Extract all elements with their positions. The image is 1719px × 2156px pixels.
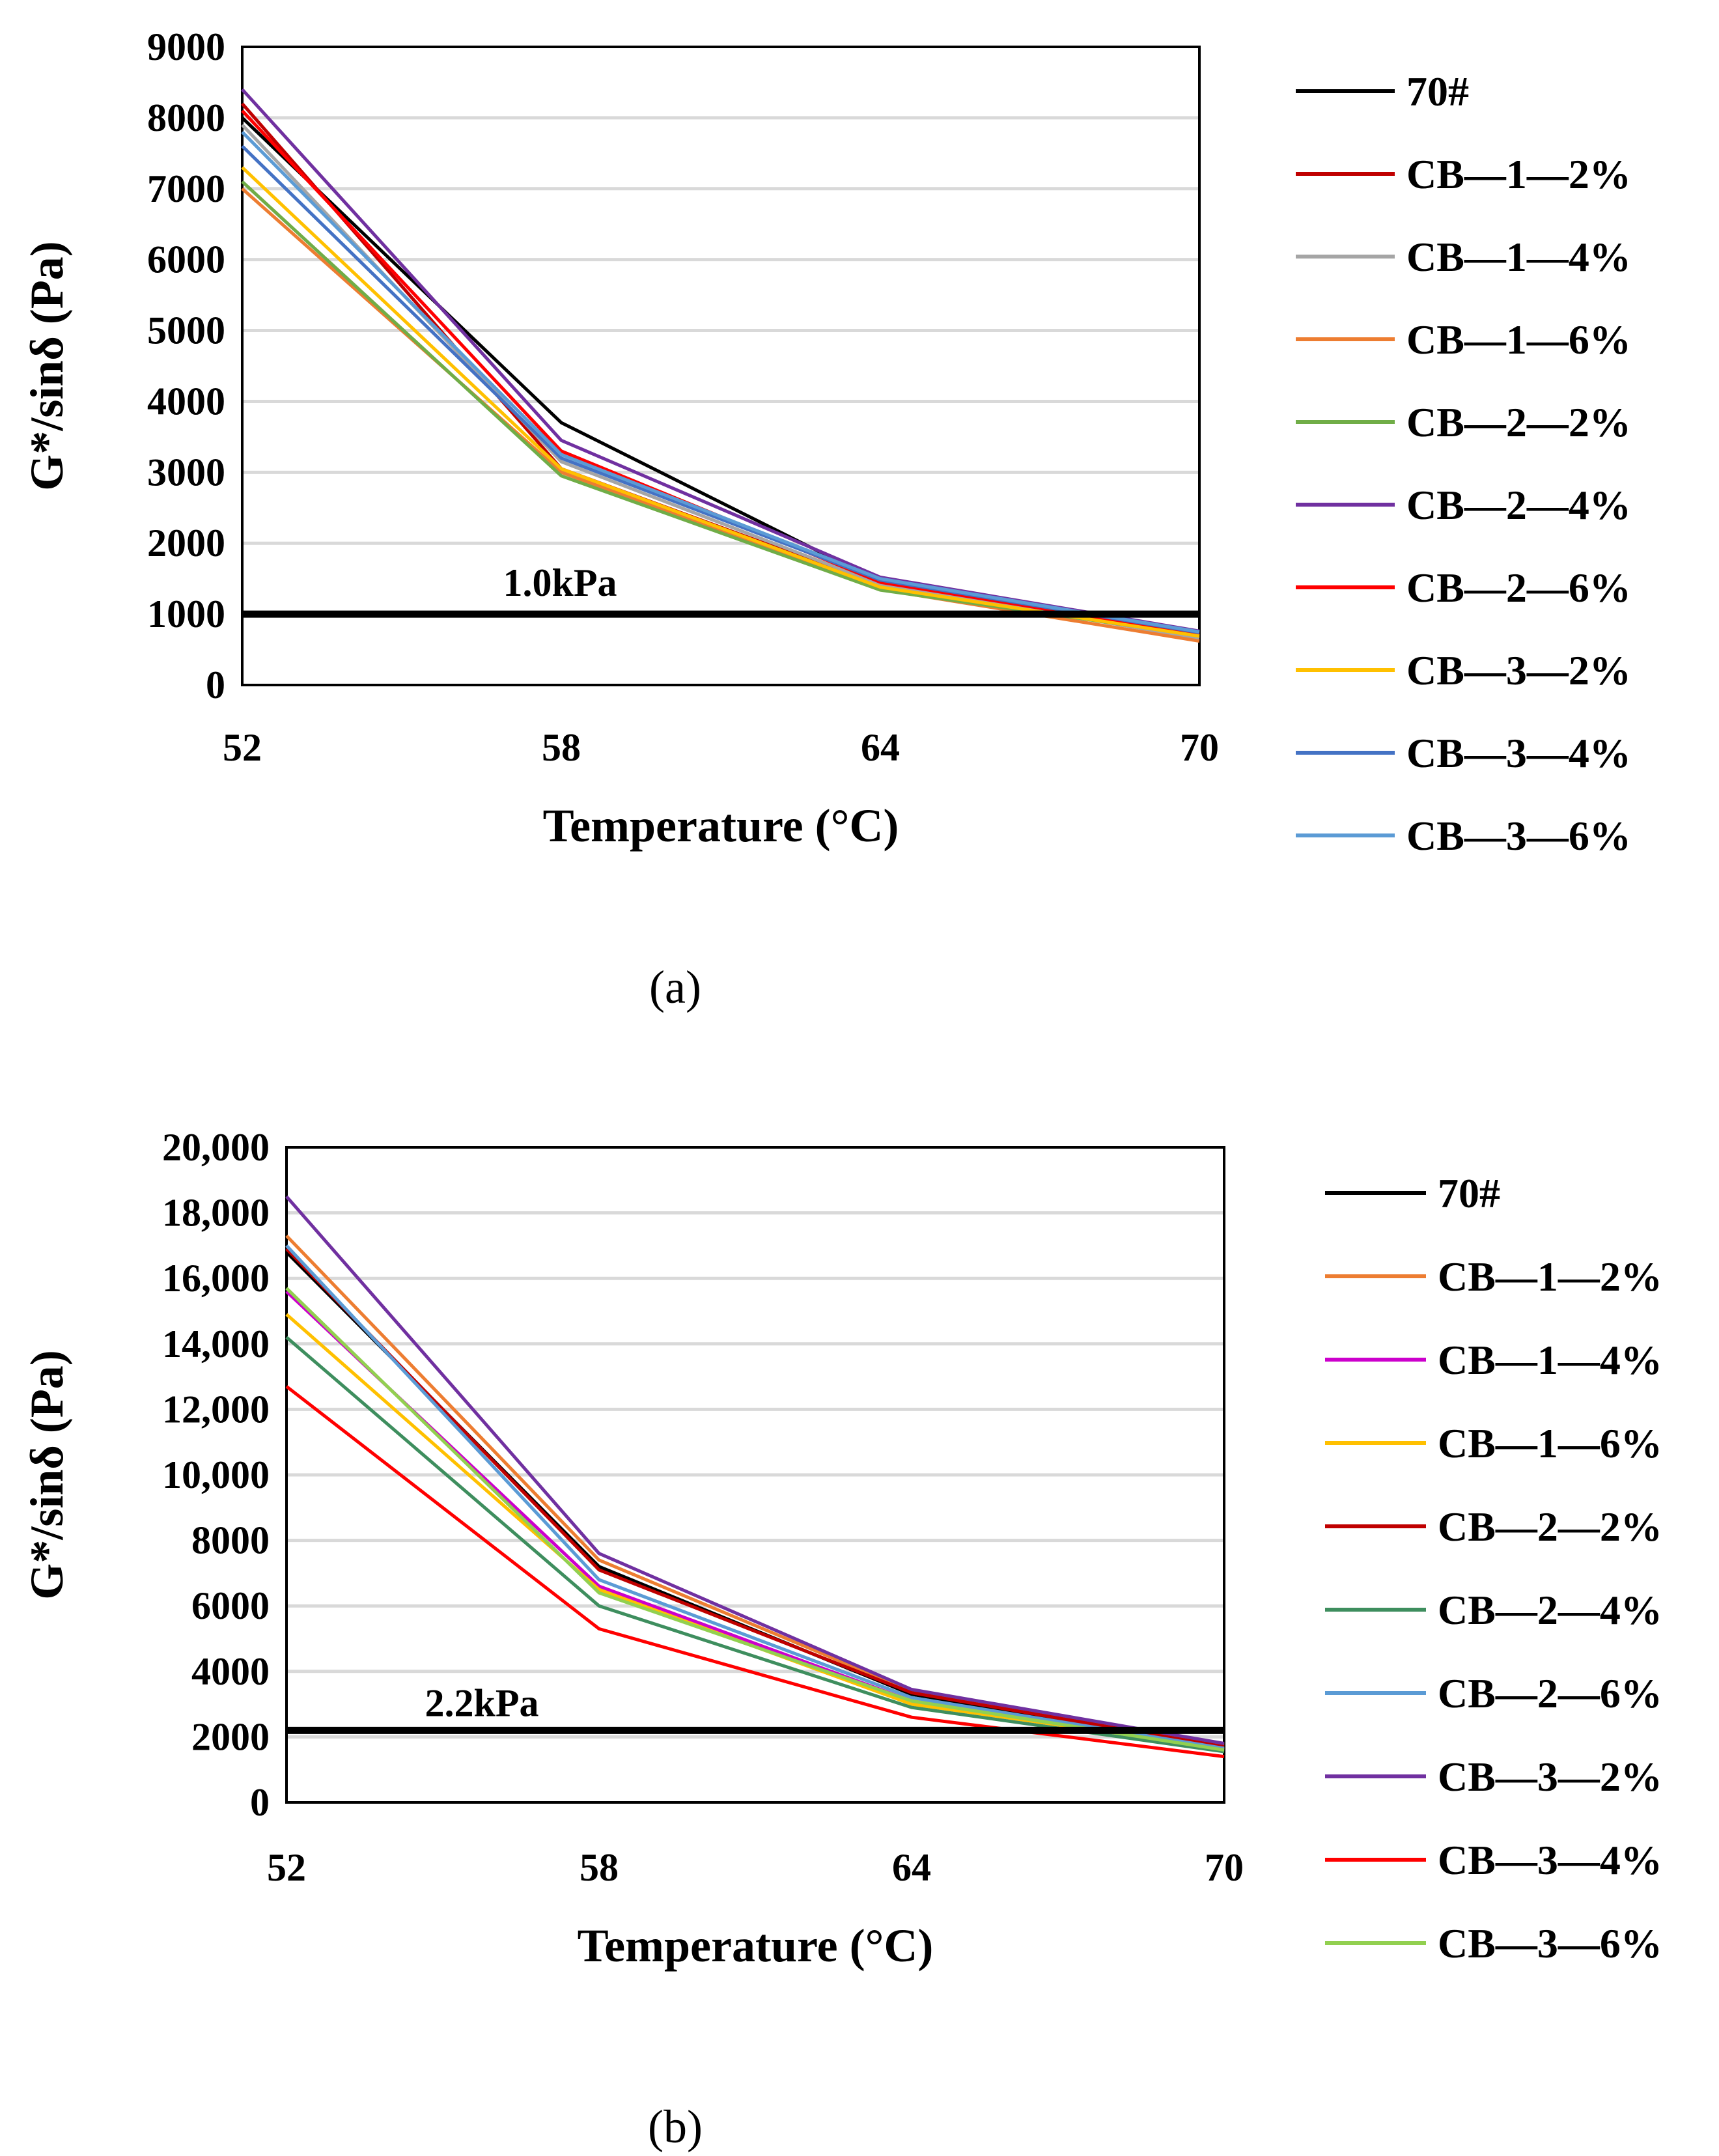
legend-label: CB—2—6% bbox=[1438, 1670, 1662, 1716]
y-tick-label: 12,000 bbox=[162, 1388, 270, 1431]
chart-a: 0 1000 2000 3000 4000 5000 6000 7000 8000 9000 52 5… bbox=[21, 25, 1631, 1013]
legend-label: CB—2—2% bbox=[1438, 1504, 1662, 1550]
y-tick-label: 2000 bbox=[191, 1715, 270, 1758]
y-tick-label: 4000 bbox=[191, 1650, 270, 1693]
legend-label: CB—1—4% bbox=[1406, 234, 1631, 280]
legend-label: CB—3—4% bbox=[1406, 730, 1631, 776]
series-line-4 bbox=[285, 1248, 1225, 1748]
series-line-8 bbox=[241, 145, 1200, 634]
series-line-5 bbox=[241, 88, 1200, 633]
legend-label: CB—1—4% bbox=[1438, 1337, 1662, 1383]
series-line-1 bbox=[285, 1235, 1225, 1747]
reference-label: 1.0kPa bbox=[503, 561, 617, 604]
x-tick-label: 58 bbox=[580, 1846, 619, 1889]
y-tick-label: 8000 bbox=[191, 1519, 270, 1562]
figure-caption: (b) bbox=[648, 2101, 703, 2153]
x-tick-label: 64 bbox=[892, 1846, 931, 1889]
y-axis-title: G*/sinδ (Pa) bbox=[21, 241, 73, 490]
chart-b: 0 2000 4000 6000 8000 10,000 12,000 14,000 16,00… bbox=[21, 1126, 1662, 2153]
y-tick-label: 2000 bbox=[147, 522, 225, 565]
y-tick-label: 0 bbox=[206, 664, 225, 707]
legend-label: CB—3—2% bbox=[1406, 647, 1631, 693]
series-line-1 bbox=[241, 102, 1200, 639]
legend-label: CB—1—2% bbox=[1438, 1253, 1662, 1300]
legend-label: CB—2—4% bbox=[1438, 1587, 1662, 1633]
y-tick-label: 1000 bbox=[147, 593, 225, 636]
legend-label: CB—3—6% bbox=[1406, 813, 1631, 859]
y-tick-label: 0 bbox=[250, 1781, 270, 1824]
series-line-8 bbox=[285, 1385, 1225, 1759]
legend-label: CB—2—2% bbox=[1406, 399, 1631, 445]
series-line-7 bbox=[285, 1195, 1225, 1745]
y-tick-label: 14,000 bbox=[162, 1323, 270, 1365]
figure-caption: (a) bbox=[649, 961, 701, 1013]
y-tick-label: 18,000 bbox=[162, 1192, 270, 1235]
y-tick-label: 8000 bbox=[147, 96, 225, 139]
legend-label: CB—1—2% bbox=[1406, 151, 1631, 197]
y-axis-title: G*/sinδ (Pa) bbox=[21, 1350, 73, 1599]
plot-frame bbox=[285, 1146, 1225, 1804]
y-tick-label: 7000 bbox=[147, 167, 225, 210]
series-line-0 bbox=[241, 117, 1200, 637]
series-line-9 bbox=[285, 1287, 1225, 1752]
reference-label: 2.2kPa bbox=[425, 1681, 538, 1724]
legend-label: CB—2—6% bbox=[1406, 565, 1631, 611]
y-tick-label: 5000 bbox=[147, 309, 225, 352]
y-tick-label: 6000 bbox=[147, 238, 225, 281]
y-tick-label: 4000 bbox=[147, 380, 225, 423]
x-axis-title: Temperature (°C) bbox=[578, 1920, 934, 1972]
x-tick-label: 52 bbox=[223, 726, 262, 769]
y-tick-label: 3000 bbox=[147, 451, 225, 494]
series-line-2 bbox=[241, 124, 1200, 640]
y-tick-label: 20,000 bbox=[162, 1126, 270, 1169]
x-tick-label: 70 bbox=[1180, 726, 1219, 769]
y-tick-label: 16,000 bbox=[162, 1257, 270, 1300]
legend-label: CB—3—4% bbox=[1438, 1837, 1662, 1883]
y-tick-label: 9000 bbox=[147, 25, 225, 68]
legend-label: CB—3—6% bbox=[1438, 1920, 1662, 1967]
legend-label: CB—2—4% bbox=[1406, 482, 1631, 528]
plot-frame bbox=[241, 46, 1201, 686]
series-line-6 bbox=[285, 1244, 1225, 1750]
series-line-9 bbox=[241, 130, 1200, 634]
x-tick-label: 58 bbox=[542, 726, 581, 769]
x-tick-label: 70 bbox=[1205, 1846, 1244, 1889]
legend-label: 70# bbox=[1406, 68, 1469, 115]
x-tick-label: 52 bbox=[267, 1846, 306, 1889]
legend-label: 70# bbox=[1438, 1170, 1500, 1216]
x-tick-label: 64 bbox=[861, 726, 900, 769]
legend-label: CB—1—6% bbox=[1438, 1420, 1662, 1466]
y-tick-label: 10,000 bbox=[162, 1453, 270, 1496]
legend-label: CB—3—2% bbox=[1438, 1754, 1662, 1800]
x-axis-title: Temperature (°C) bbox=[543, 800, 899, 852]
y-tick-label: 6000 bbox=[191, 1584, 270, 1627]
legend-label: CB—1—6% bbox=[1406, 316, 1631, 363]
